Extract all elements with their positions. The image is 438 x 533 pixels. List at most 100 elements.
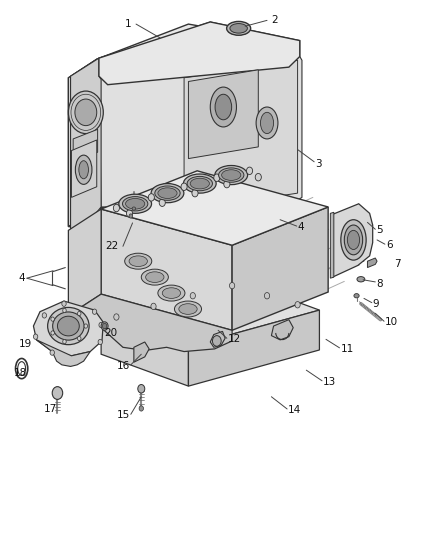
Text: 10: 10 [385,317,398,327]
Text: 17: 17 [43,404,57,414]
Ellipse shape [230,23,247,33]
Polygon shape [71,214,96,260]
Ellipse shape [129,256,148,266]
Ellipse shape [187,176,212,191]
Text: 5: 5 [376,225,383,236]
Ellipse shape [215,94,232,120]
Circle shape [99,322,103,328]
Circle shape [51,317,54,321]
Text: 11: 11 [340,344,353,354]
Text: 18: 18 [14,368,27,378]
Polygon shape [68,209,101,316]
Polygon shape [33,301,103,356]
Circle shape [192,189,198,197]
Circle shape [62,301,66,306]
Polygon shape [367,258,377,268]
Text: 8: 8 [376,279,383,288]
Ellipse shape [261,112,274,134]
Polygon shape [332,204,373,277]
Circle shape [113,204,120,212]
Ellipse shape [184,174,216,193]
Ellipse shape [119,194,152,213]
Polygon shape [101,278,319,346]
Ellipse shape [179,304,197,314]
Ellipse shape [79,161,88,179]
Ellipse shape [158,285,185,301]
Polygon shape [71,140,97,197]
Circle shape [159,199,165,206]
Polygon shape [36,340,90,367]
Circle shape [78,311,81,316]
Circle shape [212,336,221,346]
Circle shape [247,167,253,174]
Circle shape [68,91,103,134]
Text: 15: 15 [117,410,130,421]
Ellipse shape [126,198,145,209]
Polygon shape [96,214,291,268]
Ellipse shape [57,316,79,336]
Polygon shape [188,70,258,159]
Ellipse shape [357,277,365,282]
Ellipse shape [141,269,168,285]
Circle shape [214,174,220,181]
Text: 14: 14 [288,405,301,415]
Text: 6: 6 [386,240,392,250]
Polygon shape [184,60,297,211]
Circle shape [84,324,88,328]
Circle shape [127,209,133,217]
Polygon shape [134,342,149,362]
Ellipse shape [344,225,363,255]
Text: 19: 19 [19,338,32,349]
Polygon shape [97,43,297,208]
Circle shape [114,314,119,320]
Ellipse shape [123,197,148,211]
Ellipse shape [230,24,247,33]
Circle shape [181,183,187,190]
Circle shape [139,406,144,411]
Polygon shape [68,294,232,352]
Polygon shape [330,212,334,278]
Circle shape [102,324,107,329]
Circle shape [224,180,230,188]
Circle shape [78,336,81,341]
Ellipse shape [174,301,201,317]
Circle shape [265,293,270,299]
Ellipse shape [215,165,247,184]
Circle shape [50,350,54,356]
Ellipse shape [158,188,177,198]
Polygon shape [97,24,297,78]
Ellipse shape [146,272,164,282]
Circle shape [138,384,145,393]
Circle shape [190,293,195,299]
Text: 3: 3 [315,159,321,169]
Circle shape [151,303,156,310]
Ellipse shape [219,168,244,182]
Ellipse shape [75,155,92,184]
Ellipse shape [132,207,136,210]
Ellipse shape [354,294,359,298]
Text: 13: 13 [323,377,336,387]
Text: 9: 9 [373,298,379,309]
Polygon shape [101,209,232,330]
Polygon shape [101,314,188,386]
Text: 16: 16 [117,361,130,371]
Circle shape [295,302,300,308]
Polygon shape [73,130,98,162]
Circle shape [148,193,154,201]
Text: 2: 2 [272,15,278,26]
Circle shape [33,334,38,340]
Text: 4: 4 [18,273,25,283]
Ellipse shape [256,107,278,139]
Ellipse shape [162,288,180,298]
Polygon shape [68,59,97,227]
Circle shape [98,340,102,345]
Polygon shape [101,171,328,245]
Polygon shape [99,22,302,207]
Text: 22: 22 [105,241,119,251]
Polygon shape [210,332,225,348]
Ellipse shape [190,178,209,189]
Ellipse shape [341,220,366,260]
Polygon shape [68,59,97,227]
Circle shape [75,99,97,126]
Circle shape [63,340,66,344]
